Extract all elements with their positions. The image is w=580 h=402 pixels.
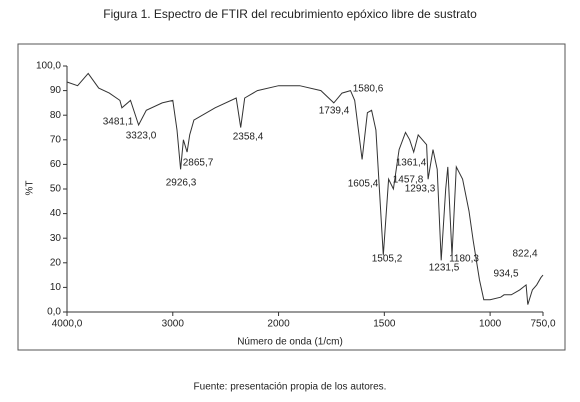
chart-frame (17, 43, 566, 351)
peak-label: 1605,4 (348, 179, 379, 190)
peak-label: 1231,5 (429, 263, 460, 274)
peak-label: 2358,4 (233, 132, 264, 143)
peak-label: 1505,2 (372, 254, 403, 265)
x-tick-label: 1500 (373, 319, 396, 330)
x-tick-label: 750,0 (530, 319, 555, 330)
peak-label: 2865,7 (183, 158, 214, 169)
y-tick-label: 60 (50, 159, 62, 170)
peak-label: 1580,6 (353, 84, 384, 95)
peak-label: 1739,4 (319, 106, 350, 117)
x-tick-label: 4000,0 (52, 319, 83, 330)
y-tick-label: 30 (50, 233, 62, 244)
peak-label: 1180,3 (449, 254, 479, 265)
y-tick-label: 0,0 (47, 307, 61, 318)
spectrum-line (66, 72, 544, 305)
y-tick-label: 20 (50, 257, 62, 268)
peak-label: 934,5 (493, 269, 518, 280)
peak-label: 1361,4 (396, 158, 427, 169)
x-tick-label: 2000 (267, 319, 290, 330)
y-axis-label: %T (25, 181, 36, 196)
chart-title: Figura 1. Espectro de FTIR del recubrimi… (103, 7, 477, 21)
footer: Fuente: presentación propia de los autor… (194, 382, 387, 393)
y-tick-label: 70 (50, 134, 62, 145)
x-axis-label: Número de onda (1/cm) (237, 337, 343, 348)
x-tick-label: 3000 (162, 319, 185, 330)
y-tick-label: 50 (50, 184, 62, 195)
y-tick-label: 40 (50, 208, 62, 219)
peak-label: 2926,3 (166, 178, 197, 189)
peak-label: 1293,3 (405, 184, 436, 195)
y-tick-label: 80 (50, 110, 62, 121)
peak-label: 3323,0 (126, 131, 157, 142)
peak-label: 1457,8 (393, 175, 424, 186)
y-tick-label: 10 (50, 282, 62, 293)
x-tick-label: 1000 (479, 319, 502, 330)
y-tick-label: 100,0 (36, 61, 61, 72)
peak-label: 3481,1 (103, 117, 134, 128)
peak-label: 822,4 (512, 249, 537, 260)
y-tick-label: 90 (50, 85, 62, 96)
